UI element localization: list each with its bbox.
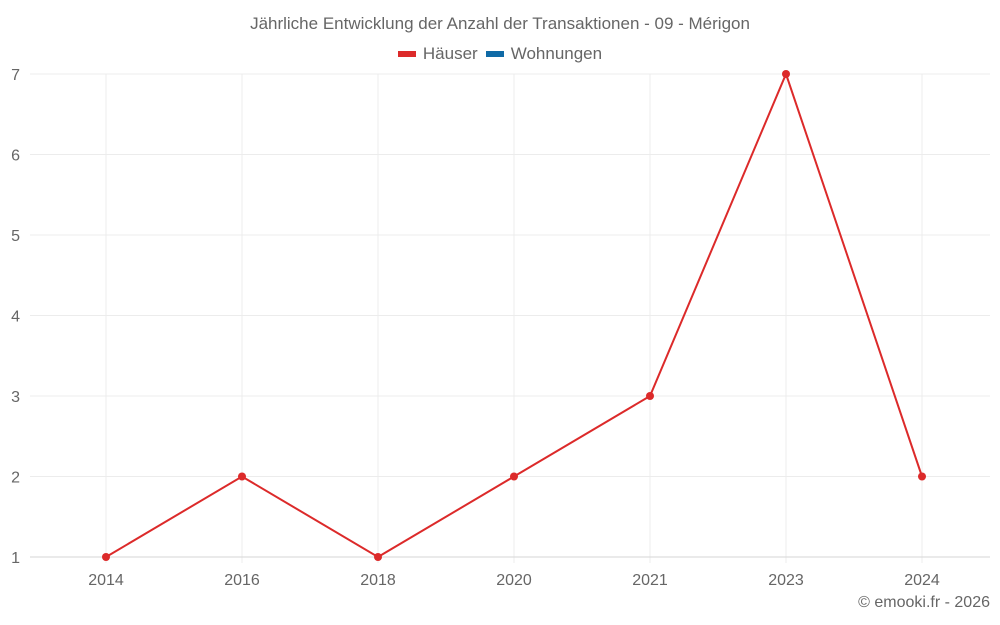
x-tick-label: 2020 [496,572,532,589]
data-point[interactable] [646,392,654,400]
x-tick-label: 2018 [360,572,396,589]
credit-text: © emooki.fr - 2026 [858,594,990,611]
y-tick-label: 6 [11,148,20,165]
y-tick-label: 2 [11,470,20,487]
legend-swatch-wohnungen-icon [485,51,504,57]
legend-label-wohnungen: Wohnungen [510,44,603,63]
x-tick-label: 2021 [632,572,668,589]
legend-swatch-haeuser-icon [397,51,416,57]
data-point[interactable] [918,472,926,481]
x-tick-label: 2014 [88,572,124,589]
legend-item-haeuser[interactable]: Häuser [397,44,478,64]
x-tick-label: 2023 [768,572,804,589]
legend-item-wohnungen[interactable]: Wohnungen [485,44,603,64]
legend-label-haeuser: Häuser [422,44,478,63]
y-axis: 1 2 3 4 5 6 7 [11,67,20,567]
y-tick-label: 4 [11,309,20,326]
x-tick-label: 2016 [224,572,260,589]
gridlines [30,73,990,563]
series-haeuser [102,70,926,561]
x-axis: 2014 2016 2018 2020 2021 2023 2024 [88,572,940,589]
y-tick-label: 7 [11,67,20,84]
data-point[interactable] [238,472,246,481]
data-point[interactable] [374,553,382,561]
data-point[interactable] [782,70,790,78]
y-tick-label: 5 [11,228,20,245]
legend: Häuser Wohnungen [0,44,1000,64]
data-point[interactable] [102,553,110,561]
data-point[interactable] [510,472,518,481]
y-tick-label: 1 [11,550,20,567]
y-tick-label: 3 [11,389,20,406]
chart-title: Jährliche Entwicklung der Anzahl der Tra… [250,14,750,33]
x-tick-label: 2024 [904,572,940,589]
